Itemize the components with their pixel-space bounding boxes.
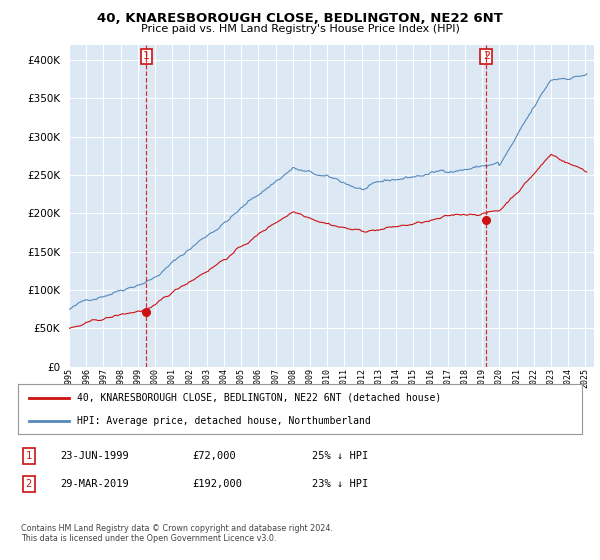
Text: 23% ↓ HPI: 23% ↓ HPI — [312, 479, 368, 489]
Text: 2: 2 — [26, 479, 32, 489]
Text: 2: 2 — [483, 52, 490, 61]
Text: 40, KNARESBOROUGH CLOSE, BEDLINGTON, NE22 6NT: 40, KNARESBOROUGH CLOSE, BEDLINGTON, NE2… — [97, 12, 503, 25]
Text: 29-MAR-2019: 29-MAR-2019 — [60, 479, 129, 489]
Text: 25% ↓ HPI: 25% ↓ HPI — [312, 451, 368, 461]
Text: 23-JUN-1999: 23-JUN-1999 — [60, 451, 129, 461]
Text: HPI: Average price, detached house, Northumberland: HPI: Average price, detached house, Nort… — [77, 416, 371, 426]
Text: 1: 1 — [26, 451, 32, 461]
Text: £192,000: £192,000 — [192, 479, 242, 489]
Text: £72,000: £72,000 — [192, 451, 236, 461]
Text: Price paid vs. HM Land Registry's House Price Index (HPI): Price paid vs. HM Land Registry's House … — [140, 24, 460, 34]
Text: 1: 1 — [143, 52, 150, 61]
Text: Contains HM Land Registry data © Crown copyright and database right 2024.
This d: Contains HM Land Registry data © Crown c… — [21, 524, 333, 543]
Text: 40, KNARESBOROUGH CLOSE, BEDLINGTON, NE22 6NT (detached house): 40, KNARESBOROUGH CLOSE, BEDLINGTON, NE2… — [77, 393, 442, 403]
